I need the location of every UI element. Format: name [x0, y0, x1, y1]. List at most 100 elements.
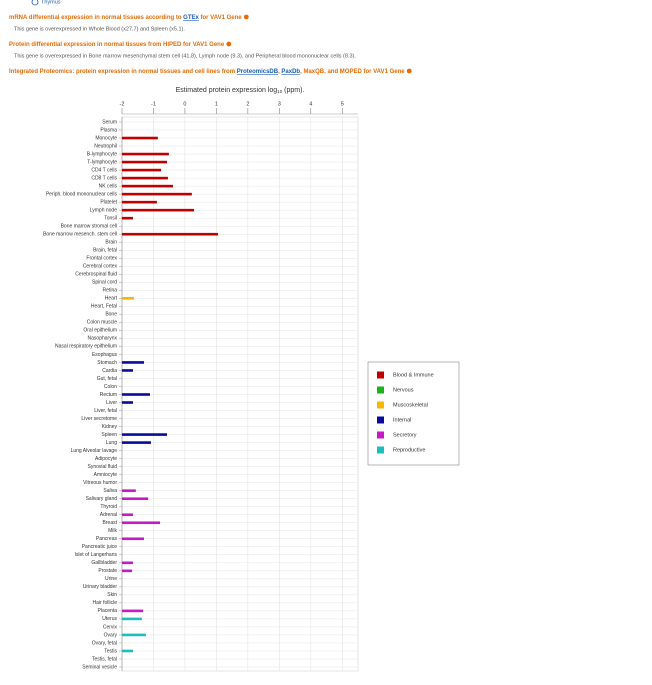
bar	[122, 136, 158, 140]
y-tick-label: Hair follicle	[93, 600, 118, 606]
legend-swatch	[377, 416, 384, 424]
legend-label: Muscoskeletal	[393, 402, 428, 408]
y-tick-label: Testis	[104, 648, 117, 654]
info-icon[interactable]	[226, 41, 232, 47]
section-title: Protein differential expression in norma…	[9, 42, 225, 48]
y-tick-label: Seminal vesicle	[82, 664, 117, 670]
y-tick-label: Platelet	[100, 199, 117, 205]
y-tick-label: Gallbladder	[91, 560, 117, 566]
legend-label: Blood & Immune	[393, 372, 434, 378]
y-tick-label: Frontal cortex	[86, 256, 117, 262]
bar	[122, 441, 151, 444]
link[interactable]: GTEx	[183, 15, 199, 21]
chart-title: Estimated protein expression log10 (ppm)…	[176, 87, 305, 94]
y-tick-label: Stomach	[97, 360, 117, 366]
bar	[122, 537, 145, 541]
title-part: mRNA differential expression in normal t…	[9, 15, 183, 21]
bar	[122, 393, 151, 396]
bar	[122, 208, 195, 212]
plot-area	[121, 116, 359, 672]
legend-label: Internal	[393, 417, 411, 423]
y-tick-label: Placenta	[98, 608, 118, 614]
x-tick-label: -1	[151, 101, 156, 107]
bar	[122, 200, 157, 204]
section-note: This gene is overexpressed in Whole Bloo…	[14, 26, 185, 32]
bar	[122, 232, 218, 236]
legend-label: Reproductive	[393, 447, 425, 453]
x-tick-label: 2	[246, 101, 249, 107]
x-tick-label: 4	[309, 101, 312, 107]
y-tick-label: Prostate	[98, 568, 117, 574]
info-icon[interactable]	[406, 68, 412, 74]
bar	[122, 176, 168, 180]
section-title: Integrated Proteomics: protein expressio…	[9, 69, 405, 75]
title-suffix: (ppm).	[282, 87, 304, 94]
bar	[122, 401, 134, 404]
y-tick-label: Ovary	[104, 632, 118, 638]
y-tick-label: Neutrophil	[94, 143, 117, 149]
y-tick-label: CD8 T cells	[91, 175, 117, 181]
y-tick-label: Lymph node	[90, 207, 118, 213]
title-part: ,	[278, 69, 281, 75]
y-tick-label: Thyroid	[100, 504, 117, 510]
y-tick-label: Nasopharynx	[88, 336, 118, 342]
y-tick-label: Spinal cord	[92, 280, 117, 286]
y-tick-label: Synovial fluid	[88, 464, 118, 470]
y-tick-label: Uterus	[102, 616, 117, 622]
bar	[122, 609, 144, 613]
bar	[122, 361, 145, 364]
bar	[122, 369, 134, 372]
y-tick-label: Liver	[106, 400, 117, 406]
y-tick-label: Plasma	[100, 127, 117, 133]
bar	[122, 489, 136, 492]
y-tick-label: Ovary, fetal	[92, 640, 117, 646]
y-tick-label: Liver secretome	[81, 416, 117, 422]
y-tick-label: Amniocyte	[94, 472, 118, 478]
y-tick-label: Brain, fetal	[93, 248, 117, 254]
bar	[122, 152, 169, 156]
y-tick-label: Milk	[108, 528, 117, 534]
legend-swatch	[377, 431, 384, 439]
y-tick-label: Nasal respiratory epithelium	[55, 344, 117, 350]
bar	[122, 633, 146, 637]
y-tick-label: Colon	[104, 384, 117, 390]
y-tick-label: Pancreas	[96, 536, 118, 542]
y-tick-label: Gut, fetal	[97, 376, 117, 382]
bar	[122, 497, 149, 500]
y-tick-label: Serum	[102, 119, 117, 125]
bar	[122, 192, 192, 196]
y-tick-label: Bone marrow mesench. stem cell	[43, 232, 117, 238]
y-tick-label: Salivary gland	[86, 496, 118, 502]
y-tick-label: Saliva	[103, 488, 117, 494]
bar	[122, 168, 162, 172]
legend-label: Secretory	[393, 432, 417, 438]
y-tick-label: Lung Alveolar lavage	[71, 448, 118, 454]
y-tick-label: Cardia	[102, 368, 117, 374]
x-tick-label: 3	[278, 101, 281, 107]
bar	[122, 160, 167, 164]
link[interactable]: ProteomicsDB	[237, 69, 279, 75]
legend-swatch	[377, 386, 384, 394]
y-tick-label: Pancreatic juice	[82, 544, 118, 550]
bar	[122, 184, 173, 188]
y-tick-label: Brain	[105, 240, 117, 246]
link[interactable]: PaxDb	[281, 69, 300, 75]
y-tick-label: Liver, fetal	[94, 408, 117, 414]
y-tick-label: Adrenal	[100, 512, 117, 518]
y-tick-label: Tonsil	[104, 216, 117, 222]
y-tick-label: Oral epithelium	[83, 328, 117, 334]
title-subscript: 10	[277, 89, 283, 94]
bar	[122, 513, 134, 517]
y-tick-label: Adipocyte	[95, 456, 117, 462]
y-tick-label: B-lymphocyte	[87, 151, 118, 157]
y-tick-label: Urinary bladder	[83, 584, 118, 590]
y-tick-label: Kidney	[102, 424, 118, 430]
x-tick-label: 0	[183, 101, 186, 107]
y-tick-label: Skin	[107, 592, 117, 598]
info-icon	[31, 0, 39, 6]
x-tick-label: 5	[341, 101, 344, 107]
info-icon[interactable]	[243, 14, 249, 20]
legend-swatch	[377, 401, 384, 409]
y-tick-label: Islet of Langerhans	[74, 552, 117, 558]
